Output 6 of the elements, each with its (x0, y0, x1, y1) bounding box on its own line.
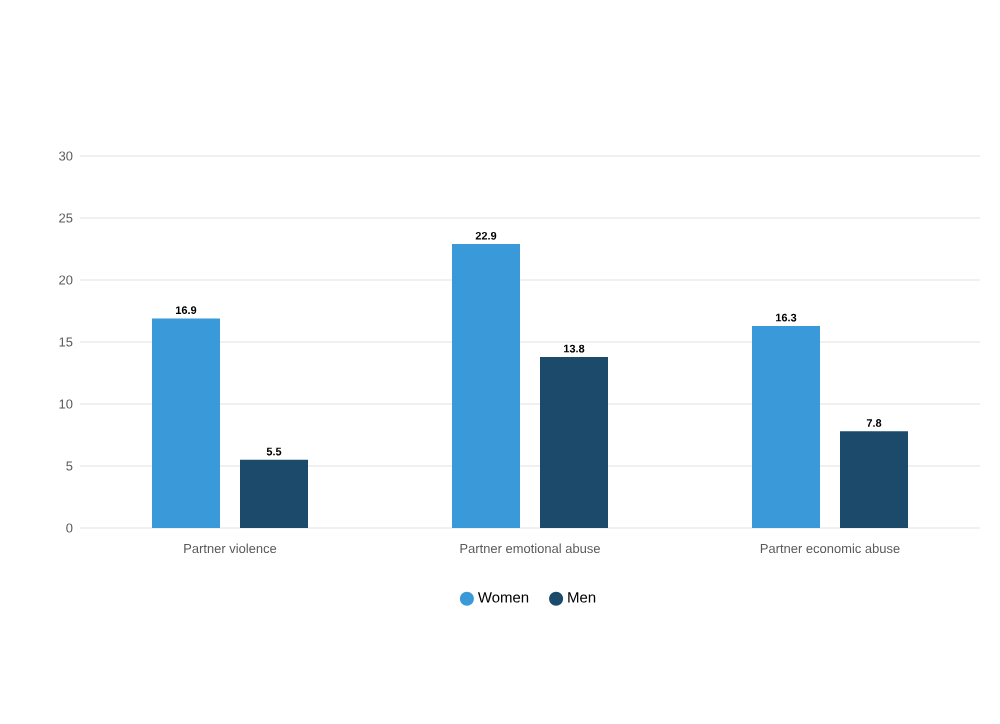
bar (452, 244, 520, 528)
bar (752, 325, 821, 528)
bar (840, 431, 909, 528)
bar (152, 318, 220, 528)
bar (540, 356, 608, 528)
bar (240, 459, 308, 528)
